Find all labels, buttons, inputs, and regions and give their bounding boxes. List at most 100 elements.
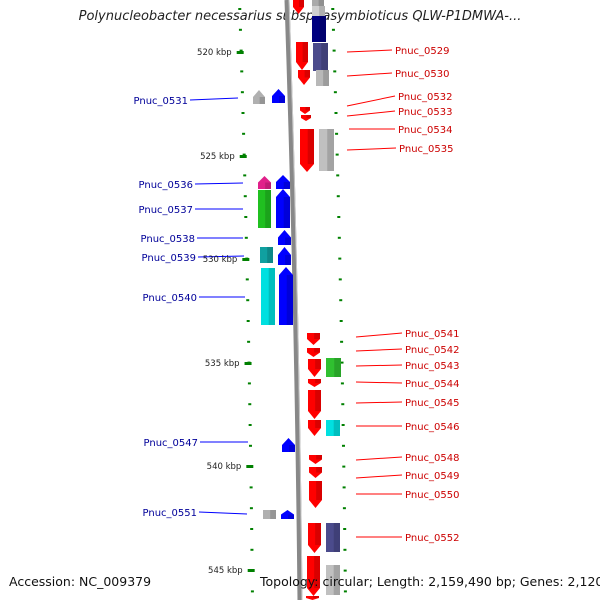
cog-box xyxy=(316,70,329,86)
scale-tick xyxy=(248,444,252,447)
scale-tick xyxy=(249,486,253,489)
cog-box xyxy=(326,420,340,436)
scale-tick xyxy=(341,403,345,406)
major-tick xyxy=(239,155,247,158)
scale-tick xyxy=(244,236,248,239)
scale-tick xyxy=(337,216,341,218)
scale-tick xyxy=(340,361,344,364)
scale-tick xyxy=(332,49,336,52)
scale-tick xyxy=(250,590,254,593)
forward-gene-arrow xyxy=(309,481,322,508)
cog-box xyxy=(313,43,328,71)
cog-box xyxy=(260,247,273,263)
reverse-gene-arrow xyxy=(279,267,293,325)
scale-tick xyxy=(338,257,342,260)
forward-gene-arrow xyxy=(308,420,321,436)
cog-box xyxy=(263,510,276,519)
scale-tick xyxy=(238,8,242,10)
reverse-gene-arrow xyxy=(281,510,294,519)
scale-tick xyxy=(341,424,345,426)
reverse-gene-arrow xyxy=(276,175,290,189)
reverse-gene-label: Pnuc_0538 xyxy=(141,234,195,245)
forward-gene-arrow xyxy=(300,129,314,172)
reverse-gene-label: Pnuc_0551 xyxy=(143,508,197,519)
major-tick xyxy=(242,258,250,261)
forward-gene-arrow xyxy=(301,115,311,121)
forward-gene-label: Pnuc_0533 xyxy=(398,107,452,118)
major-tick xyxy=(246,465,254,468)
scale-tick xyxy=(333,91,337,94)
orf-box xyxy=(312,0,324,6)
forward-gene-arrow xyxy=(308,379,321,387)
scale-tick xyxy=(333,70,337,73)
label-leader-line xyxy=(355,401,403,404)
scale-label: 535 kbp xyxy=(205,359,240,369)
scale-tick xyxy=(341,444,345,447)
label-leader-line xyxy=(346,110,396,117)
scale-tick xyxy=(242,132,246,135)
forward-gene-label: Pnuc_0546 xyxy=(405,422,459,433)
scale-tick xyxy=(334,112,338,114)
scale-tick xyxy=(343,590,347,593)
scale-tick xyxy=(240,70,244,73)
forward-gene-label: Pnuc_0544 xyxy=(405,379,459,390)
scale-tick xyxy=(241,112,245,114)
label-leader-line xyxy=(355,332,403,338)
reverse-gene-label: Pnuc_0547 xyxy=(144,438,198,449)
forward-gene-arrow xyxy=(309,467,322,478)
label-leader-line xyxy=(346,95,396,107)
map-title: Polynucleobacter necessarius subsp. asym… xyxy=(78,9,522,24)
scale-tick xyxy=(250,528,254,530)
reverse-gene-arrow xyxy=(272,89,285,103)
scale-tick xyxy=(335,132,339,135)
reverse-gene-label: Pnuc_0539 xyxy=(142,253,196,264)
forward-gene-arrow xyxy=(293,0,304,14)
forward-gene-label: Pnuc_0530 xyxy=(395,69,449,80)
orf-box xyxy=(312,6,325,16)
scale-tick xyxy=(331,8,335,10)
label-leader-line xyxy=(355,474,403,479)
scale-tick xyxy=(238,28,242,31)
label-leader-line xyxy=(355,456,403,461)
forward-gene-arrow xyxy=(300,107,310,114)
forward-gene-arrow xyxy=(307,348,320,357)
scale-tick xyxy=(246,320,250,322)
forward-gene-label: Pnuc_0542 xyxy=(405,345,459,356)
cog-box xyxy=(326,523,340,552)
forward-gene-label: Pnuc_0532 xyxy=(398,92,452,103)
reverse-gene-arrow xyxy=(276,189,290,228)
reverse-gene-arrow xyxy=(258,176,271,189)
forward-gene-label: Pnuc_0550 xyxy=(405,490,459,501)
forward-gene-label: Pnuc_0534 xyxy=(398,125,452,136)
scale-label: 530 kbp xyxy=(203,255,238,265)
forward-gene-label: Pnuc_0529 xyxy=(395,46,449,57)
scale-tick xyxy=(242,153,246,156)
forward-gene-label: Pnuc_0549 xyxy=(405,471,459,482)
label-leader-line xyxy=(194,182,244,185)
forward-gene-arrow xyxy=(296,42,308,70)
scale-tick xyxy=(247,340,251,343)
forward-gene-arrow xyxy=(308,359,321,377)
scale-tick xyxy=(342,486,346,489)
reverse-gene-label: Pnuc_0540 xyxy=(143,293,197,304)
forward-gene-arrow xyxy=(298,70,310,85)
cog-box xyxy=(261,268,275,325)
reverse-gene-label: Pnuc_0536 xyxy=(139,180,193,191)
scale-tick xyxy=(248,403,252,406)
scale-tick xyxy=(239,49,243,52)
scale-tick xyxy=(338,278,342,281)
reverse-gene-arrow xyxy=(278,230,291,245)
forward-gene-arrow xyxy=(306,596,319,600)
forward-gene-label: Pnuc_0541 xyxy=(405,329,459,340)
forward-gene-arrow xyxy=(307,333,320,345)
scale-tick xyxy=(340,382,344,385)
forward-gene-label: Pnuc_0535 xyxy=(399,144,453,155)
forward-gene-label: Pnuc_0548 xyxy=(405,453,459,464)
scale-tick xyxy=(339,320,343,322)
scale-tick xyxy=(246,299,250,302)
forward-gene-arrow xyxy=(308,390,321,419)
cog-box xyxy=(326,565,340,595)
scale-tick xyxy=(340,340,344,343)
scale-tick xyxy=(240,91,244,94)
